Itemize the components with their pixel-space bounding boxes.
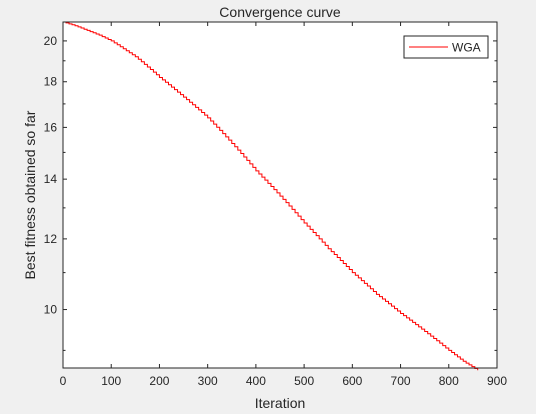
x-tick-label: 300 <box>198 374 218 388</box>
x-tick-label: 900 <box>487 374 507 388</box>
x-tick-label: 0 <box>60 374 67 388</box>
y-tick-label: 12 <box>44 232 58 246</box>
x-tick-label: 100 <box>101 374 121 388</box>
legend-label-wga: WGA <box>452 41 481 55</box>
series-line-wga <box>63 21 479 371</box>
axes-box <box>62 21 498 369</box>
x-tick-label: 500 <box>294 374 314 388</box>
legend[interactable]: WGA <box>403 35 489 59</box>
y-tick-label: 14 <box>44 172 58 186</box>
x-tick-label: 400 <box>246 374 266 388</box>
y-tick-label: 18 <box>44 75 58 89</box>
y-tick-label: 20 <box>44 34 58 48</box>
y-axis-label: Best fitness obtained so far <box>22 110 38 279</box>
x-tick-label: 700 <box>391 374 411 388</box>
y-tick-label: 10 <box>44 303 58 317</box>
plot-area <box>63 21 479 371</box>
x-tick-label: 200 <box>149 374 169 388</box>
x-tick-label: 800 <box>439 374 459 388</box>
x-tick-label: 600 <box>342 374 362 388</box>
chart-title: Convergence curve <box>219 4 341 20</box>
x-axis-label: Iteration <box>255 395 306 411</box>
x-axis: 0 100 200 300 400 500 600 700 800 900 <box>60 22 507 388</box>
y-tick-label: 16 <box>44 120 58 134</box>
